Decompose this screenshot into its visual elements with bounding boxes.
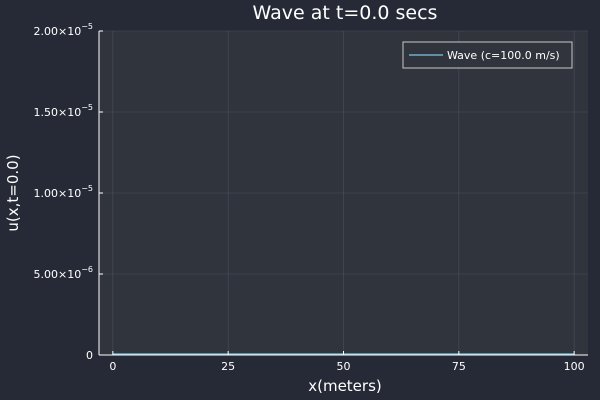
- y-axis-label: u(x,t=0.0): [4, 154, 22, 231]
- tick-labels: 0 25 50 75 10005.00×10−61.00×10−51.50×10−52.…: [33, 22, 584, 373]
- y-tick-label: 1.00×10−5: [33, 184, 93, 200]
- grid: [99, 30, 588, 355]
- legend: Wave (c=100.0 m/s): [402, 41, 573, 69]
- x-tick-label: 100: [564, 360, 585, 373]
- y-tick-exponent: −5: [81, 184, 93, 193]
- chart-title: Wave at t=0.0 secs: [253, 2, 438, 24]
- y-tick-exponent: −5: [81, 22, 93, 31]
- y-tick-mantissa: 1.50×10: [33, 106, 81, 119]
- legend-entry-label: Wave (c=100.0 m/s): [447, 49, 560, 62]
- y-tick-mantissa: 1.00×10: [33, 187, 81, 200]
- y-tick-exponent: −5: [81, 103, 93, 112]
- x-tick-label: 50: [337, 360, 351, 373]
- x-tick-label: 75: [452, 360, 466, 373]
- y-tick-mantissa: 2.00×10: [33, 25, 81, 38]
- x-tick-label: 0: [109, 360, 116, 373]
- y-tick-mantissa: 0: [86, 349, 93, 362]
- y-tick-exponent: −6: [81, 265, 93, 274]
- y-tick-label: 5.00×10−6: [33, 265, 93, 281]
- y-tick-label: 0: [86, 349, 93, 362]
- x-tick-label: 25: [221, 360, 235, 373]
- y-tick-label: 1.50×10−5: [33, 103, 93, 119]
- x-axis-label: x(meters): [308, 377, 382, 395]
- y-tick-mantissa: 5.00×10: [33, 268, 81, 281]
- y-tick-label: 2.00×10−5: [33, 22, 93, 38]
